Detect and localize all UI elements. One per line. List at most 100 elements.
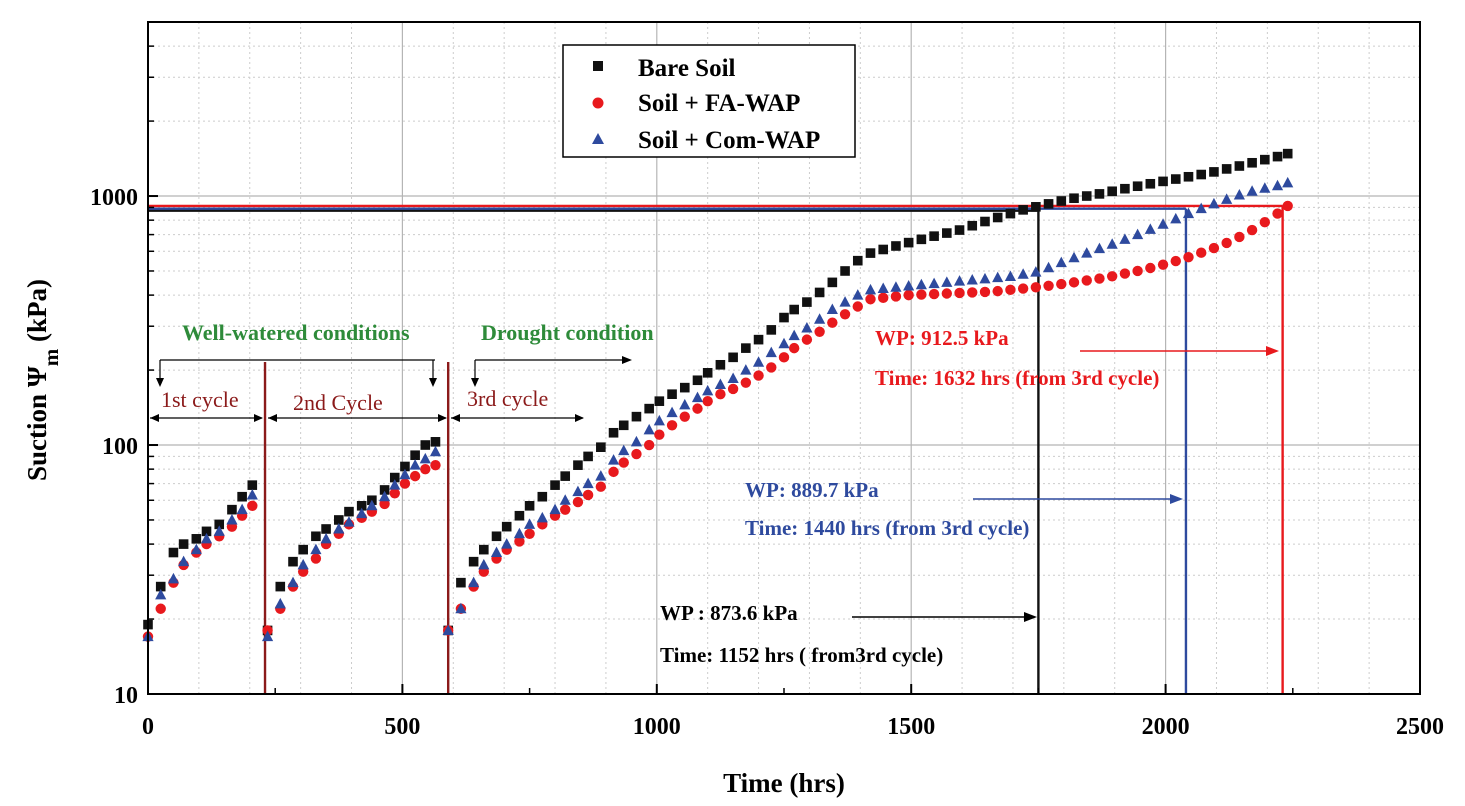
wp-com-label: WP: 889.7 kPa: [745, 478, 879, 502]
point-soil-com-wap: [630, 435, 643, 447]
point-bare-soil: [814, 287, 825, 298]
point-bare-soil: [288, 556, 298, 567]
point-soil-fa-wap: [572, 496, 584, 508]
point-bare-soil: [420, 440, 431, 450]
point-bare-soil: [865, 248, 876, 258]
legend-marker-fa-wap: [592, 97, 604, 109]
point-bare-soil: [247, 480, 258, 490]
point-soil-fa-wap: [766, 362, 777, 373]
point-soil-com-wap: [1221, 193, 1233, 204]
point-soil-fa-wap: [666, 420, 678, 431]
drought-right-arrowhead: [622, 356, 632, 364]
point-soil-fa-wap: [727, 383, 739, 395]
point-soil-fa-wap: [643, 439, 655, 451]
x-tick-label: 0: [142, 714, 154, 740]
point-bare-soil: [1005, 208, 1016, 219]
point-soil-com-wap: [155, 588, 167, 600]
y-tick-label: 100: [102, 434, 138, 460]
point-soil-com-wap: [501, 538, 513, 549]
point-soil-com-wap: [356, 507, 368, 519]
point-soil-com-wap: [666, 406, 678, 418]
point-soil-com-wap: [1081, 247, 1093, 258]
point-soil-com-wap: [953, 275, 966, 286]
point-bare-soil: [1081, 191, 1092, 201]
point-soil-com-wap: [740, 364, 752, 375]
point-soil-fa-wap: [1272, 208, 1283, 219]
point-bare-soil: [608, 427, 619, 438]
point-soil-fa-wap: [582, 489, 594, 501]
point-soil-fa-wap: [310, 553, 322, 564]
point-soil-fa-wap: [420, 463, 431, 475]
point-bare-soil: [789, 304, 799, 315]
point-bare-soil: [1132, 181, 1143, 192]
legend-marker-bare-soil: [593, 61, 603, 71]
point-soil-fa-wap: [1282, 200, 1293, 212]
cycle3-right-arrowhead: [575, 414, 584, 422]
point-soil-com-wap: [778, 337, 790, 349]
point-soil-com-wap: [928, 277, 940, 289]
point-soil-com-wap: [1271, 179, 1284, 191]
point-soil-com-wap: [1119, 233, 1131, 244]
cycle3-left-arrowhead: [451, 414, 460, 422]
point-soil-fa-wap: [979, 286, 991, 298]
point-soil-fa-wap: [827, 317, 838, 328]
point-bare-soil: [692, 375, 703, 386]
y-axis-title: Suction Ψm (kPa): [22, 279, 63, 481]
point-soil-fa-wap: [852, 301, 863, 312]
point-soil-fa-wap: [608, 466, 619, 478]
legend-label-com-wap: Soil + Com-WAP: [638, 127, 820, 154]
point-soil-com-wap: [1030, 266, 1042, 277]
point-soil-fa-wap: [155, 603, 166, 614]
point-soil-fa-wap: [262, 625, 273, 636]
point-soil-fa-wap: [878, 292, 889, 304]
point-soil-fa-wap: [1056, 278, 1067, 290]
point-soil-com-wap: [702, 384, 714, 396]
point-soil-com-wap: [864, 283, 877, 295]
point-bare-soil: [491, 531, 502, 542]
point-soil-fa-wap: [654, 429, 665, 440]
point-soil-com-wap: [752, 356, 765, 367]
point-soil-com-wap: [618, 444, 630, 456]
point-soil-com-wap: [643, 423, 655, 435]
point-soil-com-wap: [178, 555, 190, 567]
x-tick-label: 1500: [887, 714, 935, 740]
point-bare-soil: [1094, 189, 1105, 199]
point-soil-fa-wap: [379, 498, 390, 510]
point-bare-soil: [1272, 151, 1283, 162]
point-bare-soil: [1107, 186, 1117, 197]
point-bare-soil: [992, 212, 1003, 223]
point-soil-fa-wap: [247, 500, 258, 511]
point-bare-soil: [298, 544, 308, 555]
point-bare-soil: [903, 237, 914, 248]
point-soil-com-wap: [287, 576, 299, 588]
point-bare-soil: [178, 539, 189, 549]
point-bare-soil: [389, 472, 400, 483]
point-soil-com-wap: [1004, 270, 1017, 282]
point-soil-fa-wap: [1094, 273, 1105, 284]
point-soil-com-wap: [490, 546, 503, 558]
point-bare-soil: [227, 504, 237, 515]
point-soil-com-wap: [765, 346, 777, 358]
point-soil-com-wap: [1106, 238, 1118, 249]
point-bare-soil: [1031, 202, 1041, 212]
point-soil-fa-wap: [1145, 262, 1156, 274]
point-soil-fa-wap: [753, 370, 764, 381]
point-bare-soil: [400, 461, 410, 472]
point-bare-soil: [1234, 161, 1245, 171]
point-bare-soil: [929, 231, 939, 241]
point-soil-com-wap: [877, 282, 889, 294]
point-soil-com-wap: [788, 329, 800, 341]
wp-annotation-fa: WP: 912.5 kPa Time: 1632 hrs (from 3rd c…: [875, 326, 1279, 390]
point-soil-fa-wap: [1081, 275, 1092, 286]
point-soil-com-wap: [903, 280, 915, 291]
condition-annotations: Well-watered conditions Drought conditio…: [156, 320, 654, 387]
point-soil-com-wap: [1246, 185, 1258, 196]
point-soil-com-wap: [213, 525, 225, 536]
point-bare-soil: [1209, 167, 1219, 177]
point-soil-com-wap: [572, 485, 584, 497]
point-bare-soil: [479, 544, 489, 555]
data-points: [142, 148, 1294, 642]
y-tick-label: 10: [114, 683, 138, 709]
point-soil-fa-wap: [514, 536, 525, 547]
point-soil-fa-wap: [1005, 284, 1016, 296]
